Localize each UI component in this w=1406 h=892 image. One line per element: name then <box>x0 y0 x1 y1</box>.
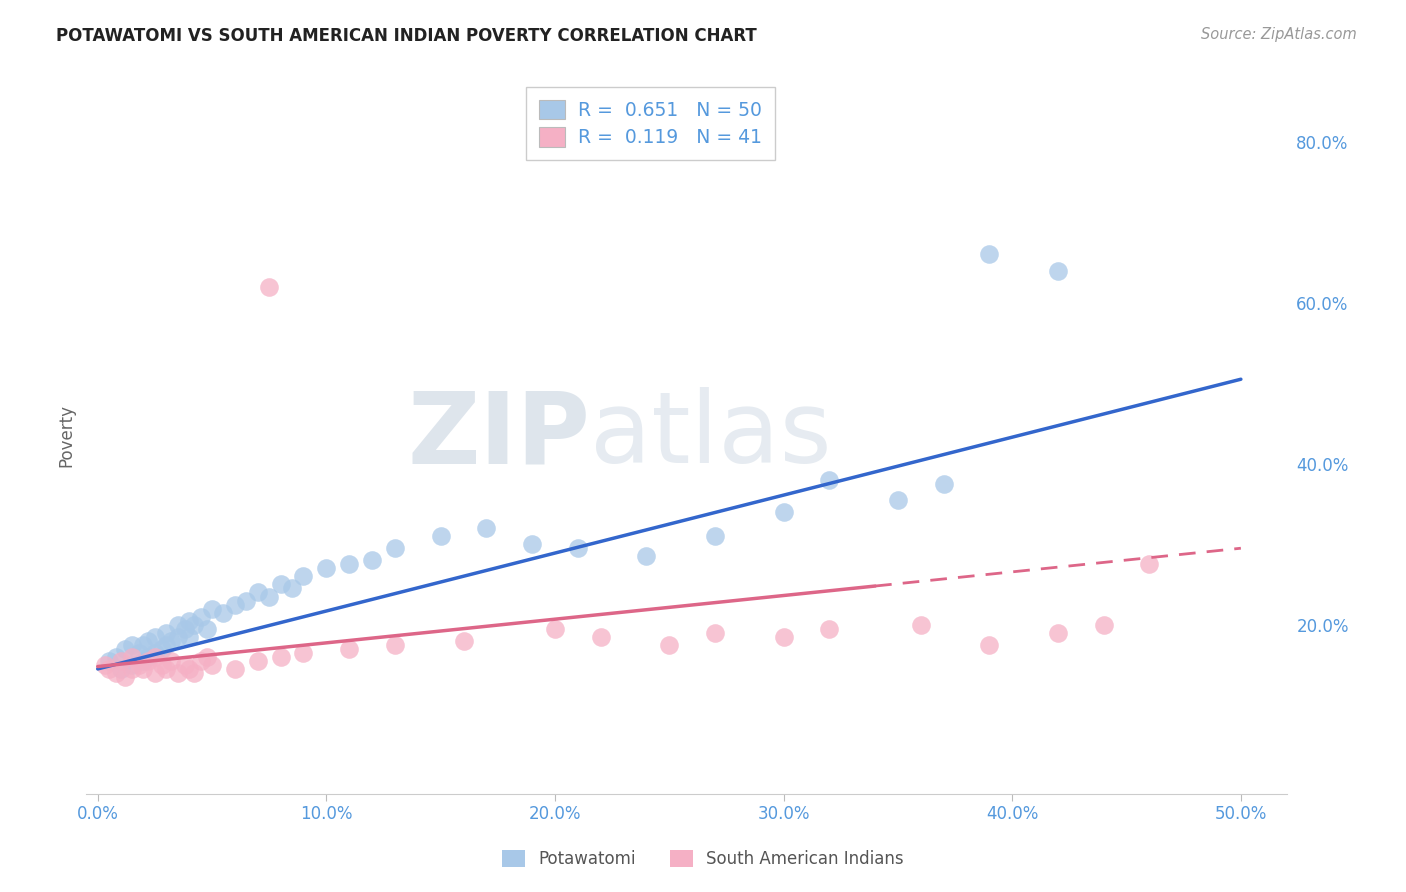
Text: Source: ZipAtlas.com: Source: ZipAtlas.com <box>1201 27 1357 42</box>
Point <box>658 638 681 652</box>
Point <box>201 601 224 615</box>
Point <box>93 657 115 672</box>
Point <box>818 622 841 636</box>
Point <box>1092 617 1115 632</box>
Point <box>150 657 173 672</box>
Point <box>257 590 280 604</box>
Point <box>520 537 543 551</box>
Point <box>384 541 406 556</box>
Point <box>150 641 173 656</box>
Point <box>114 641 136 656</box>
Point <box>384 638 406 652</box>
Point <box>257 279 280 293</box>
Point <box>636 549 658 564</box>
Point <box>544 622 567 636</box>
Point <box>132 654 155 668</box>
Point <box>155 638 177 652</box>
Point <box>589 630 612 644</box>
Point <box>173 622 195 636</box>
Point <box>136 649 159 664</box>
Point <box>179 630 201 644</box>
Point <box>190 654 212 668</box>
Point <box>281 582 304 596</box>
Point <box>166 630 188 644</box>
Point <box>160 633 183 648</box>
Point <box>98 654 121 668</box>
Point <box>179 614 201 628</box>
Legend: R =  0.651   N = 50, R =  0.119   N = 41: R = 0.651 N = 50, R = 0.119 N = 41 <box>526 87 775 161</box>
Point <box>1046 263 1069 277</box>
Point <box>166 617 188 632</box>
Point <box>246 585 269 599</box>
Point <box>201 657 224 672</box>
Point <box>235 593 257 607</box>
Point <box>121 662 143 676</box>
Point <box>98 662 121 676</box>
Point <box>910 617 932 632</box>
Point <box>183 617 205 632</box>
Point <box>132 662 155 676</box>
Point <box>567 541 589 556</box>
Point <box>292 646 315 660</box>
Point <box>190 609 212 624</box>
Point <box>197 622 219 636</box>
Point <box>270 577 292 591</box>
Point <box>132 638 155 652</box>
Text: ZIP: ZIP <box>408 387 591 484</box>
Point <box>160 654 183 668</box>
Point <box>704 529 727 543</box>
Point <box>453 633 475 648</box>
Point <box>224 662 246 676</box>
Point <box>979 638 1001 652</box>
Point <box>136 654 159 668</box>
Point <box>292 569 315 583</box>
Point <box>155 662 177 676</box>
Point <box>1046 625 1069 640</box>
Point <box>143 646 166 660</box>
Point <box>121 638 143 652</box>
Point <box>128 646 150 660</box>
Text: POTAWATOMI VS SOUTH AMERICAN INDIAN POVERTY CORRELATION CHART: POTAWATOMI VS SOUTH AMERICAN INDIAN POVE… <box>56 27 756 45</box>
Point <box>166 665 188 680</box>
Point <box>183 665 205 680</box>
Point <box>224 598 246 612</box>
Point <box>361 553 384 567</box>
Point <box>979 247 1001 261</box>
Point <box>197 649 219 664</box>
Point <box>704 625 727 640</box>
Point <box>475 521 498 535</box>
Text: atlas: atlas <box>591 387 832 484</box>
Point <box>121 649 143 664</box>
Point <box>105 649 128 664</box>
Legend: Potawatomi, South American Indians: Potawatomi, South American Indians <box>495 843 911 875</box>
Point <box>270 649 292 664</box>
Point <box>105 665 128 680</box>
Point <box>155 625 177 640</box>
Point <box>1139 558 1161 572</box>
Point <box>818 473 841 487</box>
Point <box>110 662 132 676</box>
Point <box>932 476 955 491</box>
Point <box>143 630 166 644</box>
Point <box>246 654 269 668</box>
Point <box>114 670 136 684</box>
Y-axis label: Poverty: Poverty <box>58 404 75 467</box>
Point <box>315 561 337 575</box>
Point <box>143 665 166 680</box>
Point <box>121 657 143 672</box>
Point <box>887 492 910 507</box>
Point <box>128 657 150 672</box>
Point <box>772 630 794 644</box>
Point <box>212 606 235 620</box>
Point <box>429 529 451 543</box>
Point <box>179 662 201 676</box>
Point <box>110 654 132 668</box>
Point <box>337 558 360 572</box>
Point <box>772 505 794 519</box>
Point <box>136 633 159 648</box>
Point <box>173 657 195 672</box>
Point <box>143 649 166 664</box>
Point <box>337 641 360 656</box>
